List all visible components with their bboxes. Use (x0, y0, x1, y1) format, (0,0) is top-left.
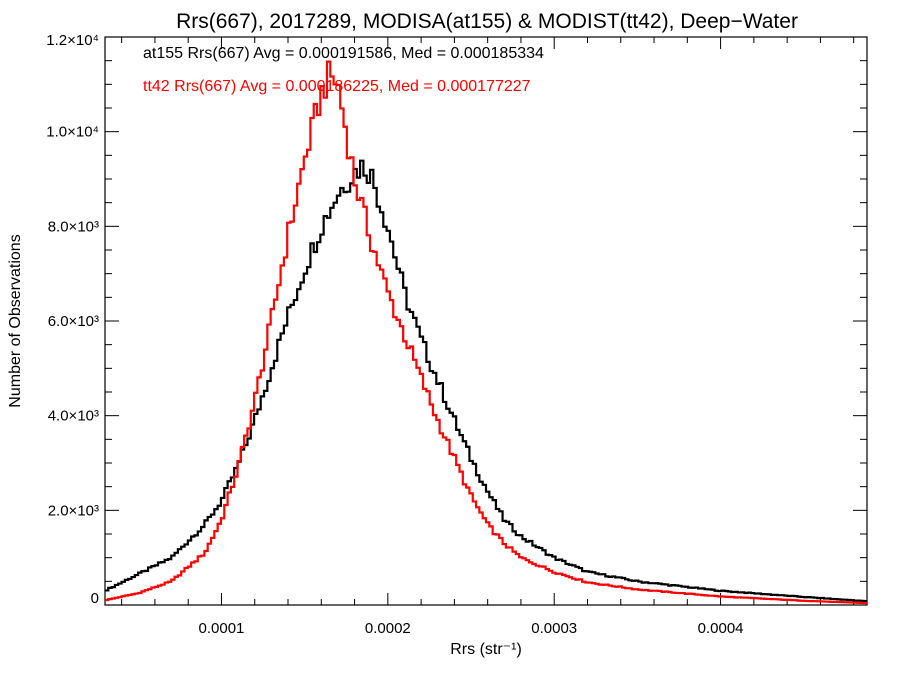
x-tick-label: 0.0004 (698, 620, 744, 637)
y-tick-label: 4.0×10³ (48, 408, 99, 425)
annotation-at155: at155 Rrs(667) Avg = 0.000191586, Med = … (143, 45, 544, 62)
x-tick-label: 0.0003 (531, 620, 577, 637)
series-line-0 (105, 159, 867, 603)
y-tick-label: 2.0×10³ (48, 502, 99, 519)
y-tick-label: 1.2×10⁴ (46, 32, 99, 49)
y-tick-label: 0 (91, 590, 99, 607)
axis-ticks: 0.0001 0.0002 0.0003 0.0004 0 2.0×10³ 4.0×10³ 6… (46, 32, 867, 637)
y-tick-label: 6.0×10³ (48, 313, 99, 330)
x-axis-label: Rrs (str⁻¹) (450, 641, 522, 658)
series-group (105, 60, 867, 605)
y-tick-label: 1.0×10⁴ (46, 124, 99, 141)
series-line-1 (105, 60, 867, 605)
x-tick-label: 0.0002 (365, 620, 411, 637)
chart-title: Rrs(667), 2017289, MODISA(at155) & MODIS… (176, 10, 798, 33)
annotation-tt42: tt42 Rrs(667) Avg = 0.000186225, Med = 0… (143, 78, 531, 95)
x-tick-label: 0.0001 (199, 620, 245, 637)
y-tick-label: 8.0×10³ (48, 218, 99, 235)
y-axis-label: Number of Observations (7, 234, 24, 407)
